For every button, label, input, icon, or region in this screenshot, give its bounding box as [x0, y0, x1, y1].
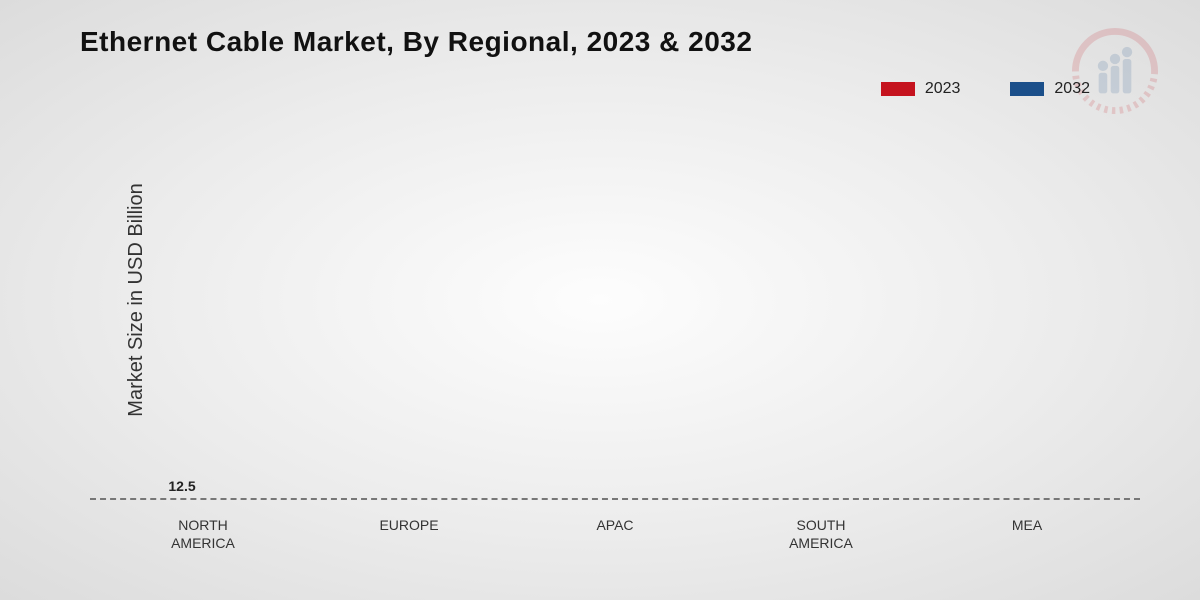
bar-groups: 12.5 [90, 170, 1140, 500]
x-axis-category-label: APAC [545, 517, 685, 552]
legend-label-2023: 2023 [925, 80, 961, 98]
legend-swatch-2032 [1010, 82, 1044, 96]
x-axis-category-label: EUROPE [339, 517, 479, 552]
legend-item-2032: 2032 [1010, 80, 1090, 98]
bar-value-label: 12.5 [168, 478, 195, 494]
chart-title: Ethernet Cable Market, By Regional, 2023… [80, 26, 752, 58]
x-axis-category-label: SOUTHAMERICA [751, 517, 891, 552]
legend: 2023 2032 [881, 80, 1090, 98]
x-axis-category-label: NORTHAMERICA [133, 517, 273, 552]
plot-area: 12.5 [90, 170, 1140, 500]
watermark-logo-icon [1072, 28, 1158, 114]
x-axis-category-label: MEA [957, 517, 1097, 552]
legend-item-2023: 2023 [881, 80, 961, 98]
x-axis-labels: NORTHAMERICA EUROPE APAC SOUTHAMERICA MEA [90, 517, 1140, 552]
legend-label-2032: 2032 [1054, 80, 1090, 98]
legend-swatch-2023 [881, 82, 915, 96]
